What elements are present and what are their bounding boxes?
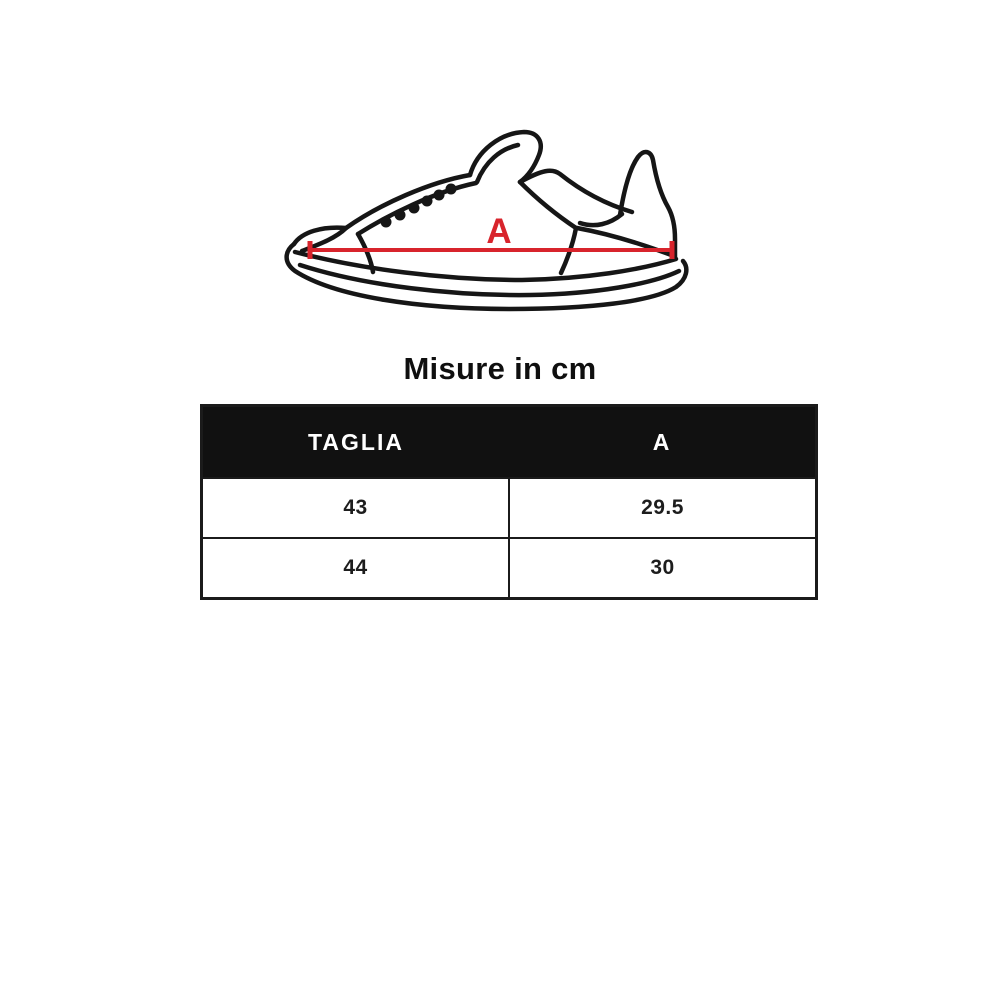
column-header-a: A <box>652 428 672 455</box>
sneaker-heel-tab <box>577 149 678 261</box>
measurement-label-a: A <box>486 212 511 251</box>
sneaker-laces <box>380 183 457 228</box>
cell-size: 43 <box>203 479 510 537</box>
table-header-row: TAGLIA A <box>203 407 815 477</box>
column-header-taglia: TAGLIA <box>308 428 404 455</box>
measurement-line-a: A <box>307 212 675 259</box>
sneaker-sole <box>284 241 689 312</box>
page-title: Misure in cm <box>403 351 597 386</box>
table-row: 43 29.5 <box>203 477 815 537</box>
table-row: 44 30 <box>203 537 815 597</box>
sneaker-line-drawing: A <box>284 129 689 312</box>
sneaker-upper <box>291 129 677 276</box>
cell-measure: 30 <box>650 556 675 579</box>
size-table: TAGLIA A 43 29.5 44 30 <box>200 404 818 600</box>
cell-measure: 29.5 <box>641 496 684 519</box>
cell-size: 44 <box>203 539 510 597</box>
